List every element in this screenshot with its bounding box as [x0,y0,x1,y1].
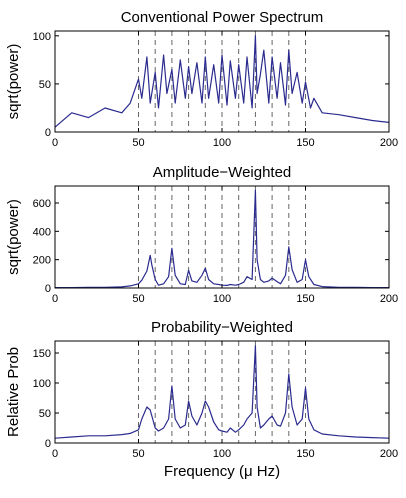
x-tick-label: 150 [296,293,314,305]
y-tick-label: 0 [45,127,51,139]
y-tick-label: 100 [33,378,51,390]
chart-panel-2: Amplitude−Weighted sqrt(power) 0 50 100 150 20… [5,164,398,305]
y-tick-label: 50 [39,79,51,91]
x-tick-label: 200 [380,293,398,305]
x-tick-label: 200 [380,137,398,149]
x-tick-label: 200 [380,448,398,460]
x-tick-label: 0 [52,448,58,460]
chart-panel-1: Conventional Power Spectrum sqrt(power) 0 5… [5,9,398,149]
y-tick-label: 150 [33,348,51,360]
chart-title: Amplitude−Weighted [153,164,292,181]
x-tick-label: 50 [132,137,144,149]
x-tick-label: 0 [52,293,58,305]
series-line [54,35,390,128]
y-tick-label: 400 [33,226,51,238]
y-axis-label: sqrt(power) [5,44,22,120]
y-tick-label: 100 [33,31,51,43]
y-tick-label: 200 [33,255,51,267]
chart-title: Probability−Weighted [151,319,293,336]
x-tick-label: 150 [296,448,314,460]
y-axis-label: Relative Prob [5,347,22,437]
chart-panel-3: Probability−Weighted Relative Prob Frequen… [5,319,398,480]
y-axis-label: sqrt(power) [5,199,22,275]
x-tick-label: 100 [213,293,231,305]
y-tick-label: 600 [33,198,51,210]
x-tick-label: 150 [296,137,314,149]
x-tick-label: 100 [213,448,231,460]
y-tick-label: 0 [45,283,51,295]
y-tick-label: 50 [39,408,51,420]
x-tick-label: 100 [213,137,231,149]
chart-title: Conventional Power Spectrum [121,9,324,26]
series-line [54,345,390,439]
series-line [55,189,389,289]
x-tick-label: 50 [132,293,144,305]
x-axis-label: Frequency (μ Hz) [164,463,280,480]
plot-frame [54,340,390,444]
y-tick-label: 0 [45,438,51,450]
x-tick-label: 50 [132,448,144,460]
x-tick-label: 0 [52,137,58,149]
plot-frame [54,185,390,289]
